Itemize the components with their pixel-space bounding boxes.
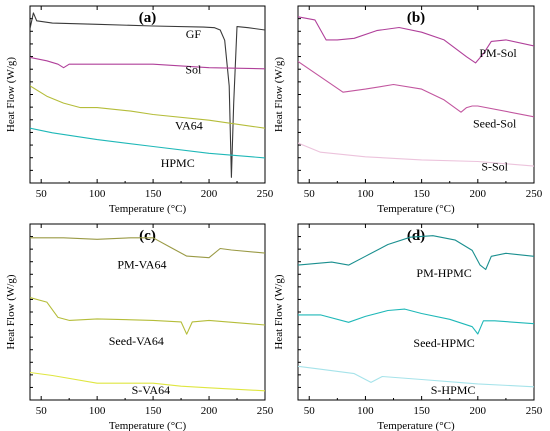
x-axis-label: Temperature (°C) bbox=[377, 203, 455, 215]
x-tick-label: 200 bbox=[470, 188, 487, 200]
x-tick-label: 250 bbox=[526, 405, 543, 417]
panel-label: (b) bbox=[407, 10, 425, 26]
series-label: PM-VA64 bbox=[117, 257, 166, 271]
x-tick-label: 50 bbox=[36, 405, 48, 417]
y-axis-label: Heat Flow (W/g) bbox=[5, 57, 17, 132]
series-line-s-hpmc bbox=[298, 365, 534, 388]
series-label: Seed-HPMC bbox=[413, 336, 474, 350]
y-axis-label: Heat Flow (W/g) bbox=[5, 274, 17, 349]
x-tick-label: 150 bbox=[413, 188, 430, 200]
series-line-pm-va64 bbox=[30, 237, 265, 259]
series-label: GF bbox=[186, 27, 202, 41]
series-line-sol bbox=[30, 56, 265, 70]
y-axis-label: Heat Flow (W/g) bbox=[273, 274, 285, 349]
series-label: VA64 bbox=[175, 118, 203, 132]
series-label: S-VA64 bbox=[132, 383, 170, 397]
series-label: PM-HPMC bbox=[416, 266, 471, 280]
x-tick-label: 200 bbox=[470, 405, 487, 417]
series-line-s-sol bbox=[298, 142, 534, 167]
panel-label: (d) bbox=[407, 228, 425, 244]
series-line-pm-sol bbox=[298, 16, 534, 64]
series-line-seed-hpmc bbox=[298, 308, 534, 335]
plot-frame bbox=[297, 5, 535, 184]
x-tick-label: 250 bbox=[526, 188, 543, 200]
x-tick-label: 200 bbox=[201, 405, 218, 417]
series-label: HPMC bbox=[161, 156, 195, 170]
x-tick-label: 150 bbox=[145, 405, 162, 417]
series-line-seed-sol bbox=[298, 60, 534, 118]
x-axis-label: Temperature (°C) bbox=[377, 420, 455, 431]
x-tick-label: 250 bbox=[257, 405, 274, 417]
series-line-va64 bbox=[30, 85, 265, 129]
series-label: S-Sol bbox=[481, 160, 508, 174]
panel-a: 50 100 150 200 250 Temperature (°C) Heat Flow … bbox=[5, 5, 274, 215]
x-axis-label: Temperature (°C) bbox=[109, 203, 187, 215]
series-label: PM-Sol bbox=[479, 46, 517, 60]
series-label: Sol bbox=[185, 62, 202, 76]
x-tick-label: 50 bbox=[304, 188, 316, 200]
x-tick-label: 150 bbox=[413, 405, 430, 417]
series-line-pm-hpmc bbox=[298, 235, 534, 271]
x-tick-label: 100 bbox=[89, 405, 106, 417]
y-axis-label: Heat Flow (W/g) bbox=[273, 57, 285, 132]
x-tick-label: 100 bbox=[89, 188, 106, 200]
x-tick-label: 150 bbox=[145, 188, 162, 200]
series-label: Seed-VA64 bbox=[109, 334, 164, 348]
series-label: Seed-Sol bbox=[473, 117, 517, 131]
series-line-gf bbox=[30, 12, 265, 178]
panel-label: (a) bbox=[139, 10, 157, 26]
panel-c: 50 100 150 200 250 Temperature (°C) Heat Flow … bbox=[5, 223, 274, 431]
x-tick-label: 250 bbox=[257, 188, 274, 200]
x-tick-label: 50 bbox=[304, 405, 316, 417]
panel-d: 50 100 150 200 250 Temperature (°C) Heat Flow … bbox=[273, 223, 543, 431]
x-tick-label: 200 bbox=[201, 188, 218, 200]
x-tick-label: 100 bbox=[357, 405, 374, 417]
series-line-seed-va64 bbox=[30, 296, 265, 335]
x-tick-label: 50 bbox=[36, 188, 48, 200]
x-axis-label: Temperature (°C) bbox=[109, 420, 187, 431]
series-label: S-HPMC bbox=[431, 383, 476, 397]
plot-frame bbox=[29, 223, 266, 401]
panel-label: (c) bbox=[139, 228, 156, 244]
series-line-s-va64 bbox=[30, 371, 265, 392]
panel-b: 50 100 150 200 250 Temperature (°C) Heat Flow … bbox=[273, 5, 543, 215]
x-tick-label: 100 bbox=[357, 188, 374, 200]
series-line-hpmc bbox=[30, 127, 265, 159]
